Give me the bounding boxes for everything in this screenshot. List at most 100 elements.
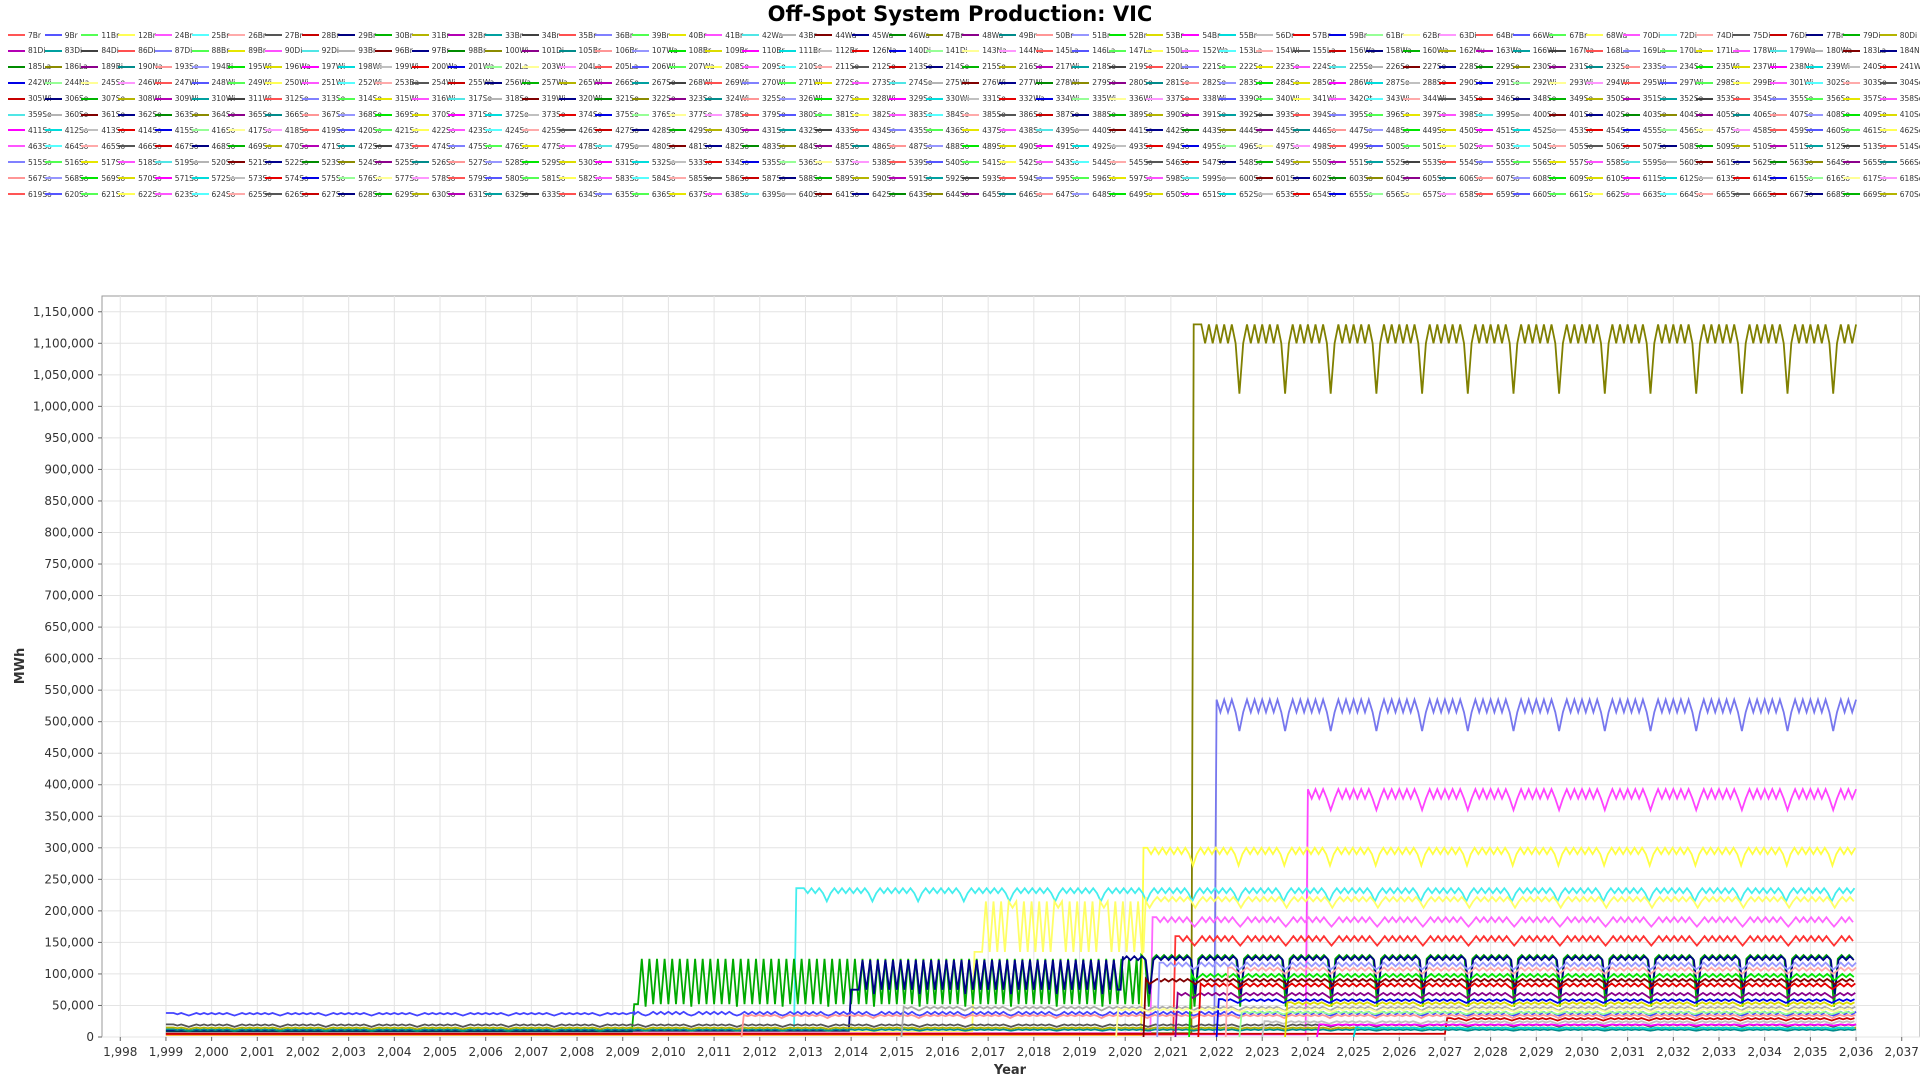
legend-item: 470So	[264, 139, 309, 153]
x-tick-label: 2,000	[194, 1045, 228, 1059]
legend-item: 528So	[485, 155, 529, 169]
y-tick-label: 350,000	[44, 809, 94, 823]
legend-item: 88Br	[191, 44, 229, 58]
legend-label: 186La	[64, 62, 88, 72]
legend-label: 365So	[248, 110, 272, 119]
legend-label: 208So	[725, 62, 749, 72]
legend-item: 150La	[1145, 44, 1189, 58]
legend-label: 533So	[688, 157, 713, 167]
series-lines	[165, 323, 1857, 1038]
legend-swatch	[925, 129, 943, 132]
series-line	[1142, 976, 1855, 1038]
legend-item: 305Wi	[8, 92, 52, 106]
legend-label: 218So	[1092, 62, 1116, 72]
y-tick-label: 1,150,000	[33, 305, 94, 319]
legend-item: 527So	[448, 155, 492, 169]
legend-label: 392So	[1239, 110, 1263, 119]
legend-label: 203Wi	[541, 62, 566, 72]
legend-swatch	[81, 177, 99, 180]
legend-label: 185La	[28, 62, 52, 72]
legend-swatch	[815, 129, 833, 132]
legend-label: 436So	[945, 125, 970, 135]
legend-label: 98Br	[468, 46, 487, 56]
legend-swatch	[264, 34, 282, 36]
legend-swatch	[338, 81, 356, 84]
legend-label: 636So	[651, 189, 676, 199]
legend-item: 271Wi	[778, 76, 822, 90]
legend-item: 297Wi	[1659, 76, 1703, 90]
legend-swatch	[44, 97, 62, 100]
legend-swatch	[411, 97, 429, 100]
legend-label: 583So	[615, 173, 639, 183]
legend-label: 357So	[1863, 94, 1887, 104]
legend-swatch	[411, 177, 429, 180]
legend-item: 553So	[1402, 155, 1446, 169]
legend-label: 167Na	[1569, 46, 1594, 56]
legend-swatch	[1145, 193, 1163, 195]
legend-swatch	[264, 81, 282, 84]
legend-swatch	[595, 113, 613, 116]
legend-label: 277Wi	[1018, 78, 1043, 88]
legend-label: 155La	[1312, 46, 1336, 56]
legend-swatch	[1806, 113, 1824, 116]
legend-swatch	[338, 129, 356, 132]
legend-swatch	[81, 145, 99, 148]
legend-label: 327So	[835, 94, 860, 104]
x-tick-label: 2,002	[286, 1045, 320, 1059]
legend-swatch	[778, 113, 796, 116]
legend-item: 64Br	[1476, 28, 1514, 42]
legend-swatch	[1329, 49, 1347, 52]
legend-item: 502So	[1439, 139, 1483, 153]
legend-swatch	[154, 177, 172, 180]
legend-label: 564So	[1826, 157, 1850, 167]
legend-item: 51Br	[1072, 28, 1110, 42]
legend-label: 106Br	[615, 46, 638, 56]
legend-item: 9Br	[44, 28, 78, 42]
legend-swatch	[411, 145, 429, 148]
legend-item: 178Wi	[1732, 44, 1777, 58]
legend-label: 226So	[1385, 62, 1410, 72]
legend-swatch	[521, 161, 539, 164]
legend-swatch	[742, 81, 759, 84]
legend-swatch	[742, 97, 759, 100]
legend-swatch	[154, 49, 172, 52]
legend-label: 525So	[395, 157, 419, 167]
legend-swatch	[411, 129, 429, 132]
legend-swatch	[1843, 49, 1860, 52]
legend-swatch	[1072, 49, 1090, 52]
legend-item: 479So	[595, 139, 639, 153]
legend-swatch	[1659, 113, 1677, 116]
legend-label: 622So	[138, 189, 162, 199]
legend-label: 661So	[1569, 189, 1594, 199]
legend-label: 654So	[1312, 189, 1337, 199]
legend-swatch	[1512, 34, 1530, 36]
legend-swatch	[375, 145, 392, 148]
legend-swatch	[191, 177, 209, 180]
legend-label: 162Mu	[1459, 46, 1485, 56]
legend: 7Br 9Br 11Br 12Br 24Br 25Br 26Br 27Br 28Br 29Br 30…	[8, 28, 1920, 288]
legend-swatch	[1879, 129, 1897, 132]
legend-label: 513So	[1863, 141, 1887, 151]
legend-item: 145La	[1035, 44, 1079, 58]
legend-label: 619So	[28, 189, 52, 199]
legend-swatch	[1696, 161, 1714, 164]
legend-label: 620So	[64, 189, 89, 199]
legend-item: 600So	[1219, 171, 1263, 185]
legend-swatch	[1549, 177, 1567, 180]
series-line	[1174, 991, 1856, 1038]
legend-swatch	[375, 193, 392, 195]
legend-item: 108Br	[668, 44, 711, 58]
legend-item: 325So	[742, 92, 786, 106]
legend-swatch	[925, 49, 943, 52]
legend-item: 659So	[1476, 187, 1520, 201]
legend-label: 301Wi	[1789, 78, 1814, 88]
legend-label: 150La	[1165, 46, 1189, 56]
legend-label: 234So	[1679, 62, 1704, 72]
legend-item: 472So	[338, 139, 382, 153]
legend-swatch	[1182, 65, 1200, 68]
legend-swatch	[705, 161, 723, 164]
legend-swatch	[301, 113, 319, 116]
legend-item: 382So	[852, 108, 896, 122]
legend-item: 604So	[1365, 171, 1410, 185]
legend-label: 556So	[1532, 157, 1557, 167]
